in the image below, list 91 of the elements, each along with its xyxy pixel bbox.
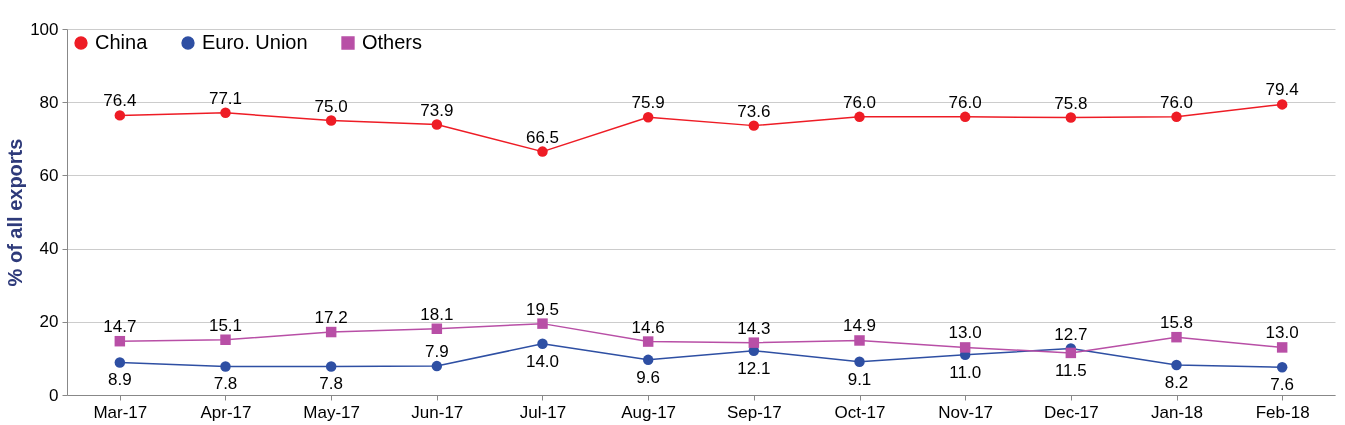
data-label: 14.3 [737, 318, 771, 338]
point [1065, 112, 1077, 123]
point [854, 356, 865, 367]
point [642, 354, 654, 366]
point [220, 107, 231, 119]
data-label: 11.0 [949, 362, 982, 382]
x-tick-label: Jan-18 [1151, 402, 1203, 422]
x-tick-label: Jul-17 [519, 402, 567, 422]
data-label: 11.5 [1054, 360, 1087, 380]
point [854, 111, 865, 123]
x-tick-label: Oct-17 [834, 402, 886, 422]
point [854, 335, 865, 346]
data-label: 66.5 [525, 127, 560, 147]
data-label: 73.6 [737, 101, 771, 121]
point [220, 334, 231, 345]
x-tick-label: Nov-17 [938, 402, 994, 422]
point [1276, 342, 1288, 353]
data-label: 14.6 [631, 317, 665, 337]
data-label: 7.9 [425, 342, 449, 362]
data-label: 77.1 [208, 88, 243, 108]
point [1171, 331, 1182, 343]
data-label: 15.8 [1159, 313, 1194, 333]
y-tick-label: 60 [39, 165, 59, 185]
point [1171, 359, 1182, 371]
point [748, 337, 760, 348]
data-label: 14.0 [525, 351, 560, 371]
data-label: 15.1 [208, 315, 243, 335]
point [114, 110, 126, 121]
x-tick-label: Jun-17 [411, 402, 464, 422]
data-label: 13.0 [1265, 323, 1299, 343]
x-tick-label: Mar-17 [93, 402, 148, 422]
point [1276, 99, 1288, 110]
data-label: 9.1 [847, 369, 872, 389]
legend-label: Others [362, 31, 423, 53]
data-label: 73.9 [420, 100, 454, 120]
x-tick-label: Dec-17 [1043, 402, 1099, 422]
data-label: 7.6 [1270, 375, 1294, 395]
point [325, 361, 337, 372]
data-label: 7.8 [213, 374, 238, 394]
data-label: 18.1 [420, 304, 454, 324]
point [537, 338, 548, 349]
data-label: 12.7 [1054, 324, 1088, 344]
data-label: 79.4 [1265, 80, 1299, 100]
point [748, 120, 760, 131]
data-label: 76.0 [842, 92, 877, 112]
y-tick-label: 80 [39, 92, 59, 112]
point [431, 119, 443, 130]
point [537, 318, 548, 329]
y-axis-title: % of all exports [4, 138, 27, 287]
point [642, 111, 654, 123]
data-label: 13.0 [948, 323, 982, 343]
data-label: 75.9 [631, 93, 665, 113]
point [537, 146, 548, 157]
data-label: 9.6 [636, 367, 660, 387]
point [1065, 347, 1077, 359]
data-label: 12.1 [737, 358, 771, 378]
point [114, 335, 126, 347]
data-label: 76.0 [948, 92, 982, 112]
data-label: 14.9 [842, 316, 877, 336]
data-label: 76.0 [1159, 92, 1194, 112]
x-tick-label: Aug-17 [621, 402, 677, 422]
point [959, 111, 971, 123]
y-tick-label: 0 [49, 385, 59, 405]
data-label: 75.8 [1054, 93, 1088, 113]
legend-label: China [95, 31, 149, 53]
legend-label: Euro. Union [202, 31, 308, 53]
point [642, 336, 654, 347]
y-tick-label: 40 [39, 239, 59, 259]
data-label: 75.0 [314, 96, 348, 116]
data-label: 19.5 [525, 299, 560, 319]
point [1276, 361, 1288, 373]
point [959, 342, 971, 353]
point [1171, 111, 1182, 123]
data-label: 7.8 [319, 374, 343, 394]
data-label: 8.9 [108, 370, 132, 390]
data-label: 8.2 [1164, 372, 1189, 392]
point [325, 115, 337, 126]
point [431, 360, 443, 372]
x-tick-label: Apr-17 [200, 402, 252, 422]
x-tick-label: Sep-17 [726, 402, 782, 422]
y-tick-label: 20 [39, 312, 59, 332]
data-label: 14.7 [103, 317, 137, 337]
point [325, 326, 337, 338]
point [114, 357, 126, 368]
point [431, 323, 443, 334]
data-label: 76.4 [103, 91, 137, 111]
x-tick-label: Feb-18 [1255, 402, 1310, 422]
point [220, 361, 231, 372]
x-tick-label: May-17 [303, 402, 361, 422]
data-label: 17.2 [314, 308, 348, 328]
y-tick-label: 100 [30, 19, 59, 39]
